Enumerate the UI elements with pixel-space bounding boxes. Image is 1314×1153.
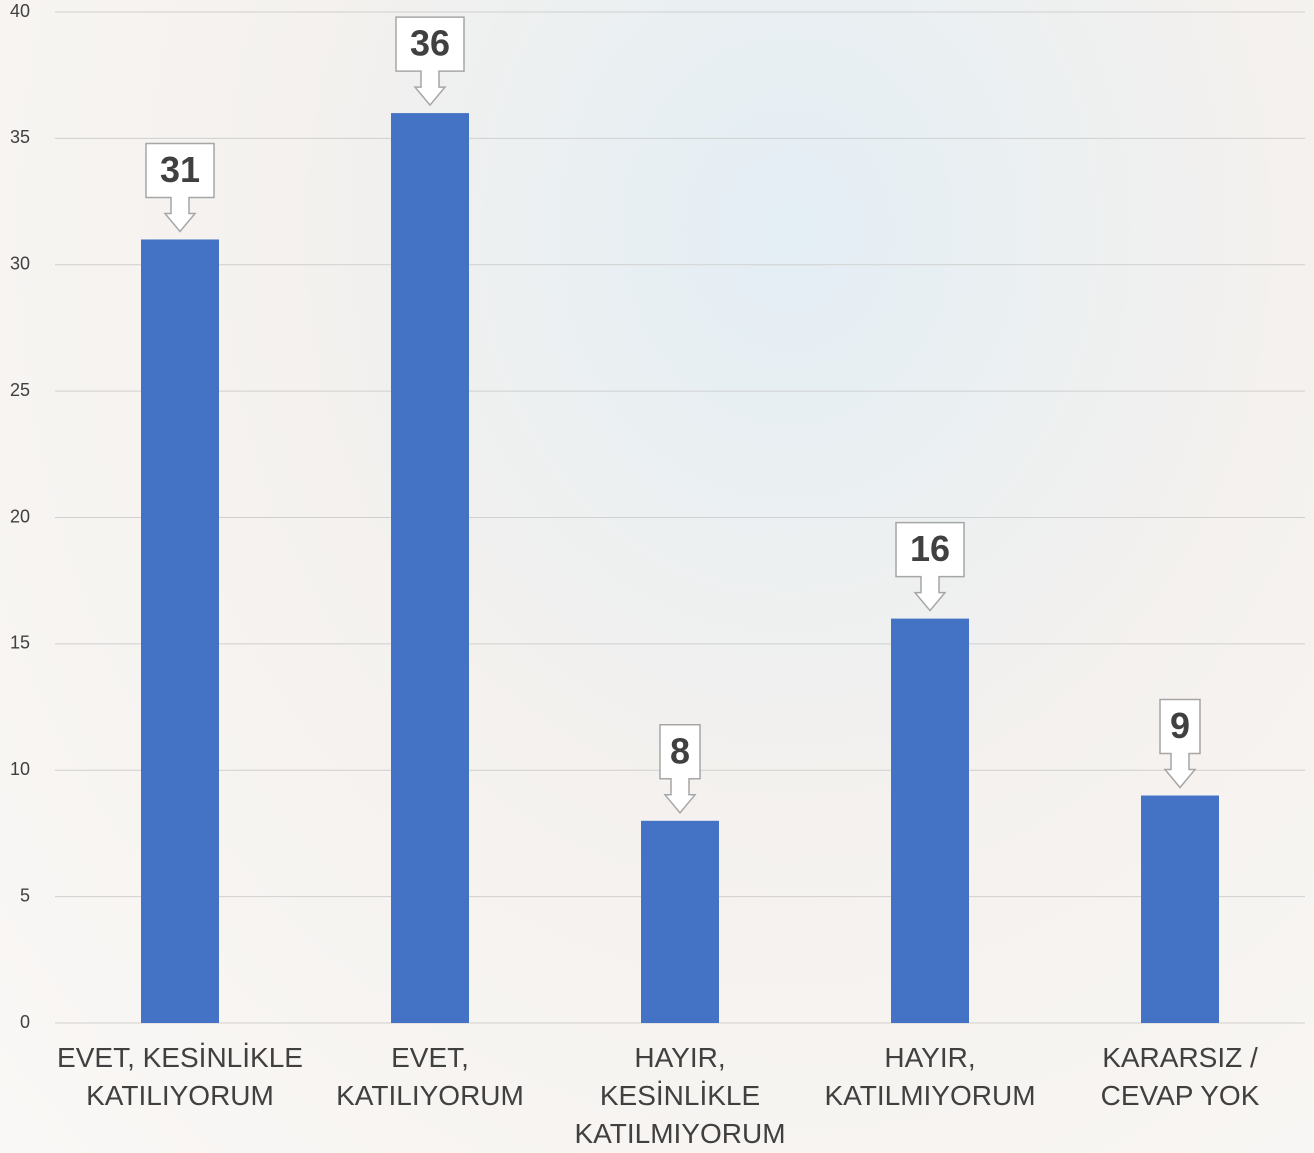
value-label: 9 [1170, 705, 1190, 746]
y-tick-label: 0 [20, 1012, 30, 1032]
callout [395, 16, 465, 107]
x-tick-label: EVET, KATILIYORUM [336, 1042, 524, 1111]
bar [1141, 795, 1219, 1023]
y-tick-label: 20 [10, 506, 30, 526]
y-tick-label: 10 [10, 759, 30, 779]
callout [895, 521, 965, 612]
callout [659, 724, 701, 814]
x-tick-label: KARARSIZ / CEVAP YOK [1100, 1042, 1260, 1111]
y-tick-label: 5 [20, 885, 30, 905]
y-tick-label: 40 [10, 1, 30, 21]
bar [141, 239, 219, 1024]
y-tick-label: 15 [10, 633, 30, 653]
bar [891, 618, 969, 1023]
bar [641, 820, 719, 1023]
callout [1159, 698, 1201, 789]
value-label: 36 [410, 23, 450, 64]
y-tick-label: 30 [10, 254, 30, 274]
y-tick-label: 25 [10, 380, 30, 400]
value-label: 8 [670, 730, 690, 771]
x-tick-label: HAYIR, KESİNLİKLE KATILMIYORUM [574, 1042, 786, 1149]
x-tick-label: EVET, KESİNLİKLE KATILIYORUM [57, 1042, 303, 1111]
bar [391, 113, 469, 1024]
callout [145, 142, 215, 233]
value-label: 31 [160, 149, 200, 190]
y-tick-label: 35 [10, 127, 30, 147]
value-label: 16 [910, 528, 950, 569]
x-tick-label: HAYIR, KATILMIYORUM [824, 1042, 1036, 1111]
